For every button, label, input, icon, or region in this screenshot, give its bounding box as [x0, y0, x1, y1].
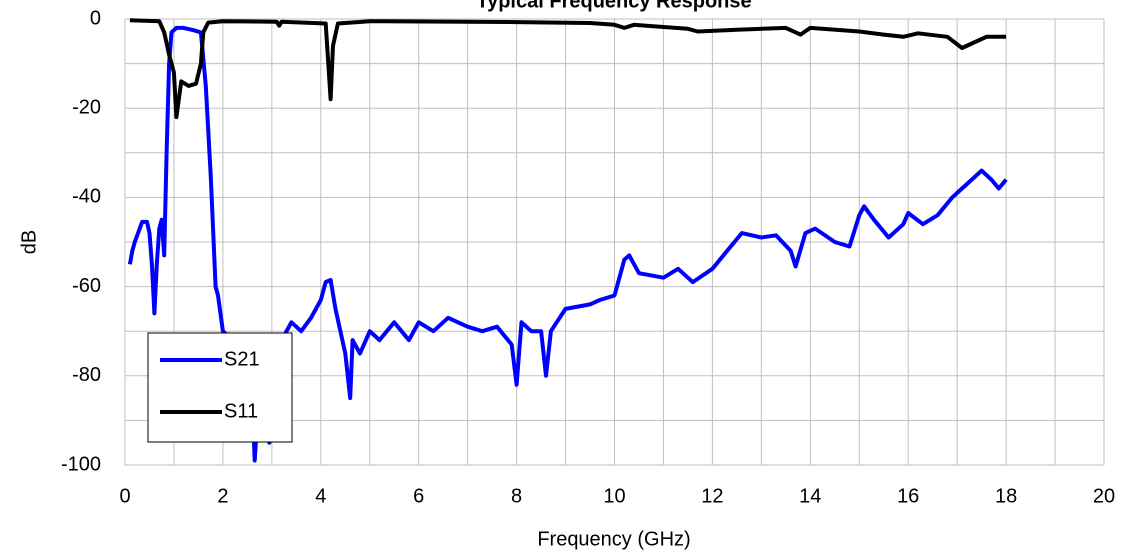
x-tick-label: 6 — [413, 485, 424, 507]
x-tick-label: 4 — [315, 485, 326, 507]
x-tick-label: 20 — [1093, 485, 1115, 507]
x-tick-label: 12 — [701, 485, 723, 507]
y-tick-label: -80 — [72, 364, 101, 386]
x-tick-label: 0 — [119, 485, 130, 507]
y-tick-label: -20 — [72, 96, 101, 118]
y-tick-label: -40 — [72, 186, 101, 208]
line-series — [129, 18, 1007, 120]
x-tick-label: 14 — [799, 485, 821, 507]
x-tick-label: 16 — [897, 485, 919, 507]
legend-label: S11 — [224, 400, 258, 422]
y-tick-label: -100 — [61, 453, 101, 475]
y-axis-label: dB — [18, 230, 40, 254]
y-tick-label: 0 — [90, 7, 101, 29]
chart-title: Typical Frequency Response — [476, 0, 751, 12]
x-tick-label: 18 — [995, 485, 1017, 507]
x-tick-label: 10 — [603, 485, 625, 507]
legend-box — [147, 332, 293, 443]
line-series — [127, 25, 1008, 463]
x-tick-label: 8 — [511, 485, 522, 507]
y-tick-label: -60 — [72, 275, 101, 297]
x-tick-label: 2 — [217, 485, 228, 507]
legend-label: S21 — [224, 348, 260, 370]
x-axis-label: Frequency (GHz) — [537, 528, 690, 550]
